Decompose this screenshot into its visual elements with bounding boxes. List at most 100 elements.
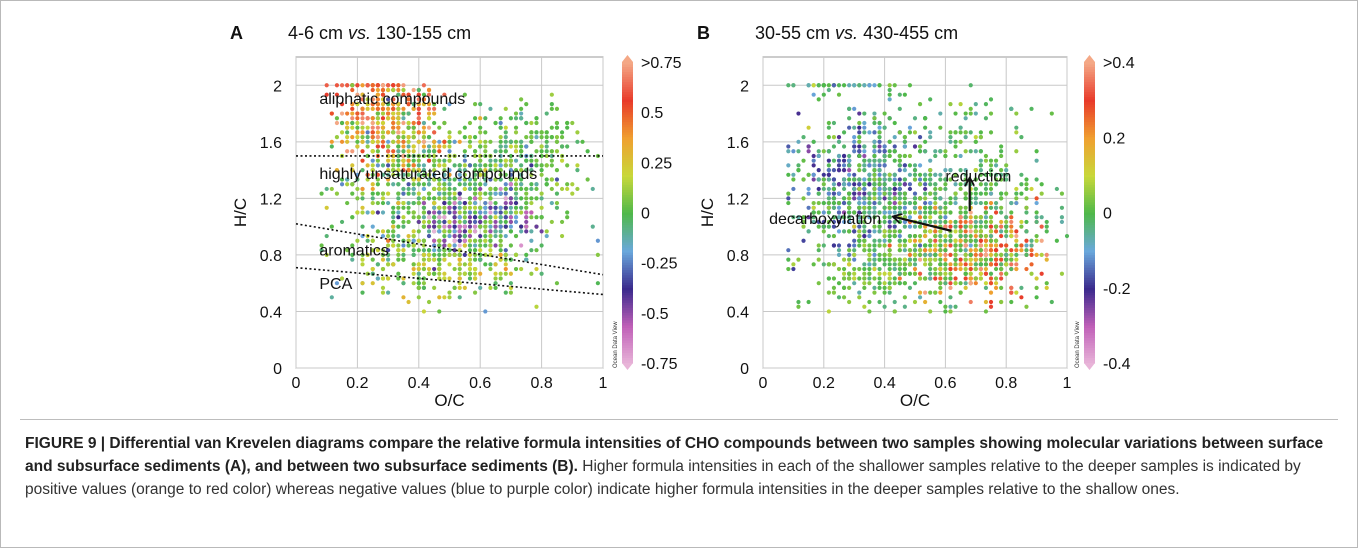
data-point <box>978 238 983 243</box>
data-point <box>988 304 994 309</box>
colorbar-segment <box>622 307 633 311</box>
data-point <box>406 182 411 187</box>
data-point <box>498 229 503 234</box>
data-point <box>978 224 983 229</box>
data-point <box>948 200 953 206</box>
data-point <box>973 139 978 144</box>
data-point <box>1004 248 1009 253</box>
data-point <box>826 200 831 206</box>
data-point <box>1024 243 1029 248</box>
data-point <box>887 238 892 243</box>
colorbar-segment <box>622 77 633 81</box>
data-point <box>847 215 852 220</box>
data-point <box>841 196 847 201</box>
data-point <box>442 243 447 248</box>
data-point <box>355 139 360 144</box>
data-point <box>442 200 447 206</box>
data-point <box>1029 262 1034 267</box>
colorbar-segment <box>622 152 633 156</box>
data-point <box>1014 257 1019 262</box>
data-point <box>493 262 498 267</box>
colorbar-segment <box>1084 302 1095 306</box>
data-point <box>882 182 887 187</box>
annotation-label: PCA <box>319 276 352 293</box>
data-point <box>877 177 882 182</box>
data-point <box>386 248 391 253</box>
data-point <box>442 139 447 144</box>
colorbar-segment <box>622 199 633 204</box>
data-point <box>857 243 862 248</box>
data-point <box>938 285 943 290</box>
data-point <box>872 149 877 154</box>
data-point <box>933 205 938 210</box>
data-point <box>498 153 503 159</box>
data-point <box>897 130 902 135</box>
data-point <box>826 172 831 177</box>
data-point <box>953 200 958 206</box>
data-point <box>565 144 570 149</box>
data-point <box>1049 111 1054 116</box>
data-point <box>862 248 867 253</box>
data-point <box>1014 233 1019 239</box>
data-point <box>401 186 406 192</box>
data-point <box>416 92 421 97</box>
data-point <box>933 266 938 272</box>
data-point <box>1044 285 1049 290</box>
data-point <box>867 309 872 314</box>
data-point <box>857 111 862 116</box>
colorbar-segment <box>1084 245 1095 249</box>
data-point <box>958 229 963 234</box>
data-point <box>993 266 999 272</box>
data-point <box>872 116 877 121</box>
data-point <box>892 229 897 234</box>
data-point <box>882 158 887 163</box>
data-point <box>872 200 877 206</box>
data-point <box>923 149 928 154</box>
data-point <box>426 252 432 258</box>
data-point <box>498 116 503 121</box>
data-point <box>575 130 580 135</box>
data-point <box>882 238 887 243</box>
data-point <box>472 200 478 206</box>
data-point <box>437 229 442 234</box>
colorbar-segment <box>622 207 633 211</box>
data-point <box>411 186 416 192</box>
data-point <box>999 229 1004 234</box>
data-point <box>329 139 334 144</box>
data-point <box>411 149 416 154</box>
data-point <box>442 163 447 168</box>
data-point <box>437 158 442 163</box>
data-point <box>1034 149 1039 154</box>
data-point <box>478 257 483 262</box>
data-point <box>831 177 837 182</box>
data-point <box>355 172 360 177</box>
data-point <box>852 106 857 111</box>
data-point <box>457 210 462 215</box>
data-point <box>978 257 983 262</box>
data-point <box>1034 295 1039 300</box>
data-point <box>575 163 580 168</box>
data-point <box>508 158 513 163</box>
colorbar-segment <box>622 212 633 216</box>
colorbar-segment <box>622 270 633 274</box>
colorbar-segment <box>622 64 633 68</box>
data-point <box>360 149 365 154</box>
data-point <box>462 158 467 163</box>
data-point <box>892 233 897 239</box>
data-point <box>539 167 544 173</box>
data-point <box>973 219 978 225</box>
data-point <box>498 238 503 243</box>
data-point <box>811 158 816 163</box>
data-point <box>902 266 907 272</box>
data-point <box>386 200 391 206</box>
colorbar-segment <box>1084 174 1095 178</box>
data-point <box>406 200 411 206</box>
data-point <box>862 205 867 210</box>
data-point <box>1039 182 1044 187</box>
colorbar-label: 0.2 <box>1103 130 1125 147</box>
data-point <box>411 177 416 182</box>
data-point <box>365 271 370 276</box>
data-point <box>831 276 837 281</box>
data-point <box>442 177 447 182</box>
